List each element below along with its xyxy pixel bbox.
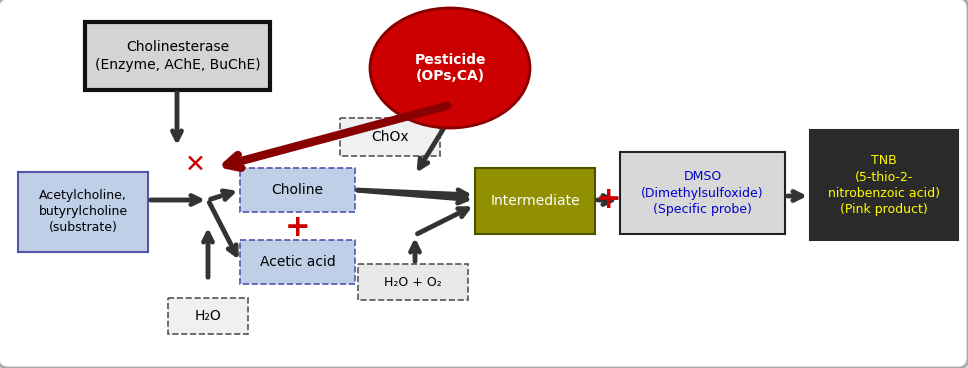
Text: Cholinesterase
(Enzyme, AChE, BuChE): Cholinesterase (Enzyme, AChE, BuChE)	[95, 40, 260, 72]
Text: Pesticide
(OPs,CA): Pesticide (OPs,CA)	[414, 53, 486, 83]
FancyBboxPatch shape	[620, 152, 785, 234]
FancyBboxPatch shape	[85, 22, 270, 90]
FancyBboxPatch shape	[240, 168, 355, 212]
FancyBboxPatch shape	[168, 298, 248, 334]
FancyBboxPatch shape	[340, 118, 440, 156]
Text: ✕: ✕	[185, 153, 205, 177]
FancyBboxPatch shape	[475, 168, 595, 234]
Text: DMSO
(Dimethylsulfoxide)
(Specific probe): DMSO (Dimethylsulfoxide) (Specific probe…	[641, 170, 764, 216]
Text: Intermediate: Intermediate	[490, 194, 580, 208]
FancyBboxPatch shape	[18, 172, 148, 252]
Ellipse shape	[370, 8, 530, 128]
FancyBboxPatch shape	[358, 264, 468, 300]
Text: H₂O: H₂O	[195, 309, 222, 323]
Text: +: +	[596, 185, 621, 215]
Text: Acetic acid: Acetic acid	[259, 255, 335, 269]
Text: ChOx: ChOx	[371, 130, 408, 144]
Text: +: +	[286, 213, 311, 243]
FancyBboxPatch shape	[810, 130, 958, 240]
Text: Acetylcholine,
butyrylcholine
(substrate): Acetylcholine, butyrylcholine (substrate…	[39, 190, 128, 234]
Text: H₂O + O₂: H₂O + O₂	[384, 276, 441, 289]
FancyBboxPatch shape	[240, 240, 355, 284]
Text: Choline: Choline	[271, 183, 323, 197]
Text: TNB
(5-thio-2-
nitrobenzoic acid)
(Pink product): TNB (5-thio-2- nitrobenzoic acid) (Pink …	[828, 155, 940, 216]
